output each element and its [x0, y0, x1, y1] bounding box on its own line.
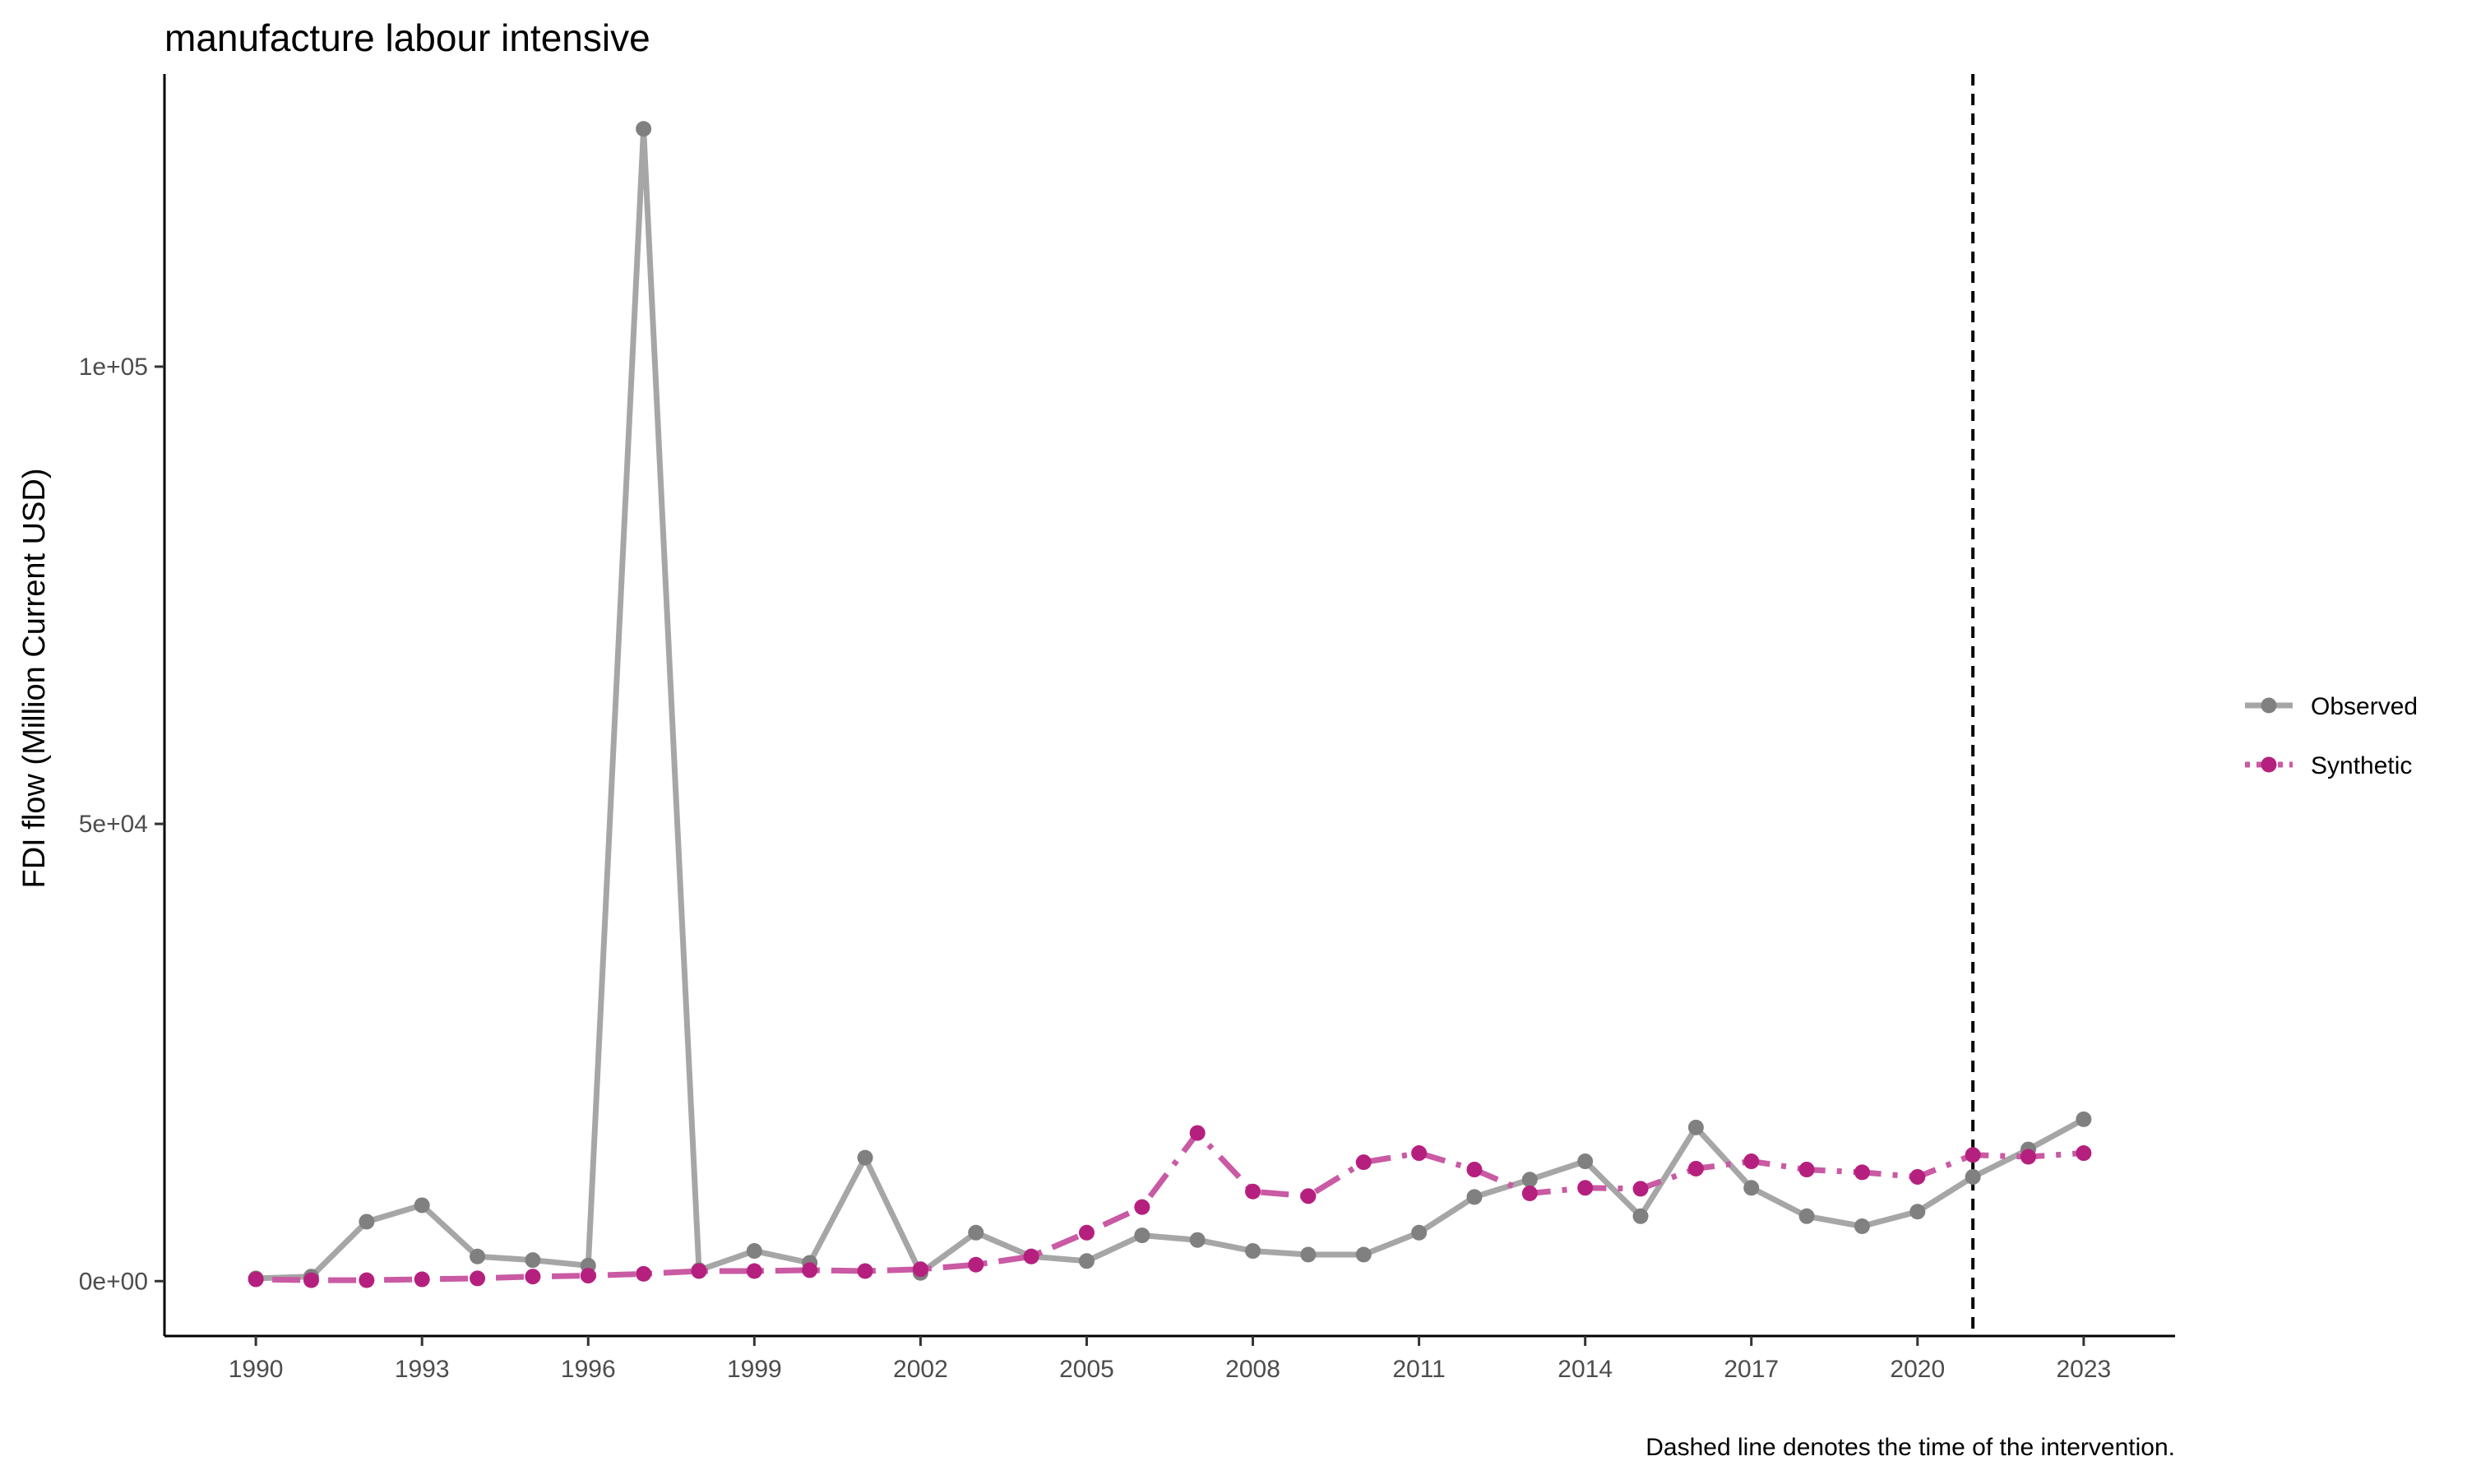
- data-point-synthetic: [580, 1268, 596, 1284]
- data-point-synthetic: [1466, 1162, 1483, 1178]
- data-point-synthetic: [414, 1271, 430, 1288]
- data-point-observed: [1300, 1246, 1317, 1263]
- data-point-observed: [1632, 1208, 1649, 1224]
- y-tick-label: 5e+04: [79, 811, 148, 838]
- legend-key-point-observed: [2261, 697, 2277, 714]
- x-tick-label: 1999: [727, 1356, 782, 1383]
- data-point-synthetic: [1743, 1153, 1760, 1170]
- y-tick-label: 1e+05: [79, 354, 148, 381]
- x-tick-label: 2002: [893, 1356, 948, 1383]
- data-point-observed: [1854, 1218, 1870, 1235]
- x-tick-label: 2008: [1225, 1356, 1280, 1383]
- data-point-synthetic: [1134, 1199, 1150, 1215]
- data-point-observed: [1078, 1253, 1095, 1269]
- data-point-synthetic: [1854, 1164, 1870, 1181]
- data-point-synthetic: [968, 1256, 984, 1273]
- series-line-observed: [255, 126, 2085, 1282]
- data-point-synthetic: [303, 1272, 319, 1288]
- data-point-observed: [470, 1248, 486, 1264]
- data-point-observed: [1577, 1153, 1594, 1170]
- legend: Observed Synthetic: [2245, 693, 2418, 779]
- data-point-observed: [1521, 1172, 1538, 1188]
- data-point-synthetic: [1521, 1185, 1538, 1201]
- x-tick-label: 1990: [229, 1356, 284, 1383]
- data-point-observed: [746, 1243, 762, 1260]
- chart-caption: Dashed line denotes the time of the inte…: [1645, 1434, 2175, 1461]
- data-point-synthetic: [636, 1265, 652, 1282]
- data-point-observed: [2076, 1111, 2092, 1127]
- data-point-observed: [1965, 1168, 1981, 1185]
- data-point-synthetic: [746, 1263, 762, 1279]
- legend-key-point-synthetic: [2261, 756, 2277, 773]
- data-point-observed: [1355, 1246, 1372, 1263]
- data-point-synthetic: [1189, 1125, 1206, 1141]
- x-tick-label: 2020: [1890, 1356, 1945, 1383]
- x-tick-label: 2017: [1724, 1356, 1779, 1383]
- data-point-synthetic: [1300, 1188, 1317, 1204]
- x-tick-label: 2023: [2056, 1356, 2111, 1383]
- plot-area: 0e+00 5e+04 1e+05 1990 1993 1996 1999 2002 2005 2…: [79, 74, 2175, 1383]
- data-point-observed: [968, 1224, 984, 1241]
- data-point-observed: [857, 1149, 873, 1166]
- data-point-synthetic: [525, 1269, 541, 1285]
- data-point-synthetic: [248, 1271, 264, 1288]
- data-point-synthetic: [359, 1272, 375, 1288]
- data-point-observed: [1189, 1232, 1206, 1248]
- legend-label-synthetic: Synthetic: [2311, 752, 2412, 779]
- data-point-synthetic: [1245, 1183, 1261, 1200]
- data-point-synthetic: [2076, 1145, 2092, 1162]
- data-point-synthetic: [1909, 1168, 1926, 1185]
- y-axis-label: FDI flow (Million Current USD): [17, 469, 52, 889]
- data-point-synthetic: [1687, 1160, 1704, 1177]
- x-tick-label: 2011: [1392, 1356, 1446, 1383]
- data-point-synthetic: [470, 1270, 486, 1287]
- data-point-observed: [1134, 1227, 1150, 1244]
- data-point-observed: [414, 1197, 430, 1214]
- data-point-observed: [1411, 1224, 1428, 1241]
- data-point-synthetic: [1798, 1162, 1815, 1178]
- data-point-synthetic: [1355, 1154, 1372, 1171]
- data-point-synthetic: [857, 1263, 873, 1279]
- data-point-observed: [1798, 1208, 1815, 1224]
- x-tick-label: 2014: [1557, 1356, 1613, 1383]
- series-line-synthetic: [256, 1130, 2085, 1283]
- data-point-synthetic: [1411, 1145, 1428, 1162]
- y-tick-label: 0e+00: [79, 1268, 148, 1295]
- x-tick-label: 2005: [1059, 1356, 1114, 1383]
- data-point-observed: [1687, 1119, 1704, 1135]
- x-tick-label: 1996: [561, 1356, 616, 1383]
- data-point-synthetic: [1078, 1224, 1095, 1241]
- data-point-synthetic: [1965, 1147, 1981, 1163]
- data-point-synthetic: [912, 1261, 928, 1278]
- data-point-observed: [636, 121, 652, 137]
- data-point-synthetic: [1632, 1181, 1649, 1197]
- data-point-observed: [525, 1252, 541, 1269]
- data-point-synthetic: [691, 1263, 707, 1279]
- data-point-observed: [1743, 1180, 1760, 1196]
- data-point-synthetic: [1577, 1180, 1594, 1196]
- x-tick-label: 1993: [395, 1356, 450, 1383]
- data-point-synthetic: [1023, 1248, 1039, 1264]
- data-point-synthetic: [802, 1262, 818, 1278]
- data-point-observed: [1909, 1204, 1926, 1220]
- data-point-synthetic: [2020, 1149, 2037, 1165]
- legend-label-observed: Observed: [2311, 693, 2418, 720]
- data-point-observed: [1245, 1243, 1261, 1260]
- data-point-observed: [1466, 1189, 1483, 1205]
- data-point-observed: [359, 1214, 375, 1230]
- chart-title: manufacture labour intensive: [164, 16, 650, 59]
